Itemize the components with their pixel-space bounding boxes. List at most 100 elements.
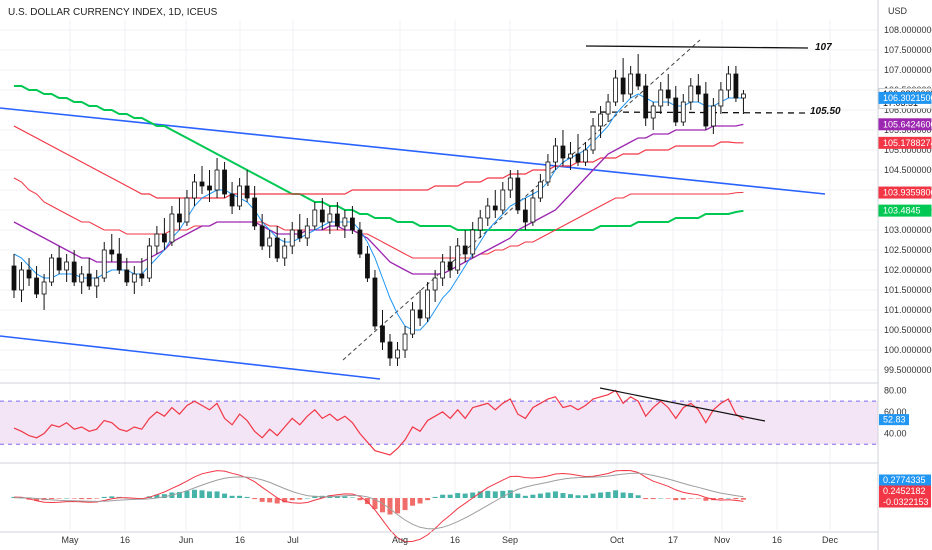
candle-body[interactable] — [131, 273, 137, 283]
candle-body[interactable] — [34, 277, 39, 295]
candle-body[interactable] — [207, 185, 212, 191]
candle-body[interactable] — [718, 89, 724, 107]
candle-body[interactable] — [695, 85, 701, 95]
candle-body[interactable] — [605, 101, 611, 115]
candle-body[interactable] — [733, 73, 739, 99]
candle-body[interactable] — [252, 197, 258, 227]
candle-body[interactable] — [492, 205, 498, 211]
candle-body[interactable] — [267, 237, 273, 247]
candle-body[interactable] — [741, 93, 746, 99]
candle-body[interactable] — [447, 261, 453, 271]
candle-body[interactable] — [485, 205, 491, 219]
candle-body[interactable] — [688, 85, 694, 103]
candle-body[interactable] — [560, 145, 566, 159]
candle-body[interactable] — [530, 197, 536, 223]
candle-body[interactable] — [11, 265, 17, 291]
candle-body[interactable] — [349, 217, 355, 231]
candle-body[interactable] — [19, 269, 24, 291]
candle-body[interactable] — [274, 237, 280, 259]
candle-body[interactable] — [86, 273, 92, 287]
candle-body[interactable] — [643, 85, 649, 119]
candle-body[interactable] — [327, 213, 333, 223]
candle-body[interactable] — [425, 289, 431, 319]
candle-body[interactable] — [49, 257, 54, 283]
candle-body[interactable] — [680, 101, 686, 123]
candle-body[interactable] — [244, 185, 250, 199]
candle-body[interactable] — [410, 309, 415, 335]
candle-body[interactable] — [41, 281, 47, 295]
candle-body[interactable] — [64, 261, 70, 271]
candle-body[interactable] — [628, 73, 634, 95]
candle-body[interactable] — [109, 249, 115, 255]
candle-body[interactable] — [56, 257, 62, 271]
candle-body[interactable] — [169, 213, 175, 243]
candle-body[interactable] — [259, 225, 265, 247]
candle-body[interactable] — [237, 185, 243, 207]
candle-body[interactable] — [673, 97, 679, 123]
candle-body[interactable] — [477, 217, 483, 231]
candle-body[interactable] — [635, 73, 641, 87]
candle-body[interactable] — [101, 249, 107, 279]
candle-body[interactable] — [507, 177, 513, 191]
candle-body[interactable] — [726, 73, 731, 91]
candle-body[interactable] — [214, 169, 220, 191]
candle-body[interactable] — [26, 269, 32, 279]
candle-body[interactable] — [703, 93, 709, 127]
candle-body[interactable] — [380, 325, 385, 343]
candle-body[interactable] — [395, 349, 400, 359]
candle-body[interactable] — [297, 229, 303, 239]
candle-body[interactable] — [470, 229, 476, 255]
candle-body[interactable] — [319, 209, 325, 223]
candle-body[interactable] — [590, 125, 596, 151]
candle-body[interactable] — [545, 161, 551, 183]
candle-body[interactable] — [583, 149, 588, 163]
candle-body[interactable] — [199, 181, 205, 187]
candle-body[interactable] — [440, 261, 446, 279]
candle-body[interactable] — [515, 177, 521, 211]
candle-body[interactable] — [124, 269, 130, 283]
candle-body[interactable] — [94, 277, 100, 287]
candle-body[interactable] — [79, 273, 85, 283]
candle-body[interactable] — [455, 245, 461, 271]
candle-body[interactable] — [710, 105, 716, 127]
candle-body[interactable] — [665, 89, 671, 99]
candle-body[interactable] — [598, 113, 603, 127]
candle-body[interactable] — [402, 333, 408, 351]
candle-body[interactable] — [620, 77, 626, 95]
candle-body[interactable] — [417, 309, 423, 319]
candle-body[interactable] — [650, 105, 656, 119]
candle-body[interactable] — [304, 225, 310, 239]
candle-body[interactable] — [116, 253, 122, 271]
candle-body[interactable] — [192, 181, 197, 199]
rsi-panel[interactable] — [0, 382, 878, 456]
candle-body[interactable] — [575, 153, 581, 163]
candle-body[interactable] — [154, 233, 160, 247]
candle-body[interactable] — [139, 273, 145, 279]
candle-body[interactable] — [538, 181, 543, 199]
candle-body[interactable] — [146, 245, 152, 279]
candle-body[interactable] — [229, 193, 235, 207]
candle-body[interactable] — [522, 209, 528, 223]
candle-body[interactable] — [387, 341, 393, 359]
candle-body[interactable] — [500, 189, 506, 211]
candlesticks[interactable] — [11, 54, 746, 366]
candle-body[interactable] — [177, 213, 182, 223]
candle-body[interactable] — [553, 145, 558, 163]
candle-body[interactable] — [222, 169, 227, 195]
candle-body[interactable] — [658, 89, 664, 107]
candle-body[interactable] — [334, 213, 340, 227]
candle-body[interactable] — [282, 245, 288, 259]
candle-body[interactable] — [372, 277, 378, 327]
candle-body[interactable] — [71, 261, 77, 283]
candle-body[interactable] — [357, 229, 363, 255]
candle-body[interactable] — [462, 245, 468, 255]
candle-body[interactable] — [312, 209, 318, 227]
candle-body[interactable] — [613, 77, 618, 103]
candle-body[interactable] — [365, 253, 370, 279]
macd-panel[interactable] — [0, 462, 878, 543]
candle-body[interactable] — [568, 153, 573, 159]
candle-body[interactable] — [184, 197, 190, 223]
candle-body[interactable] — [289, 229, 295, 247]
candle-body[interactable] — [342, 217, 348, 227]
